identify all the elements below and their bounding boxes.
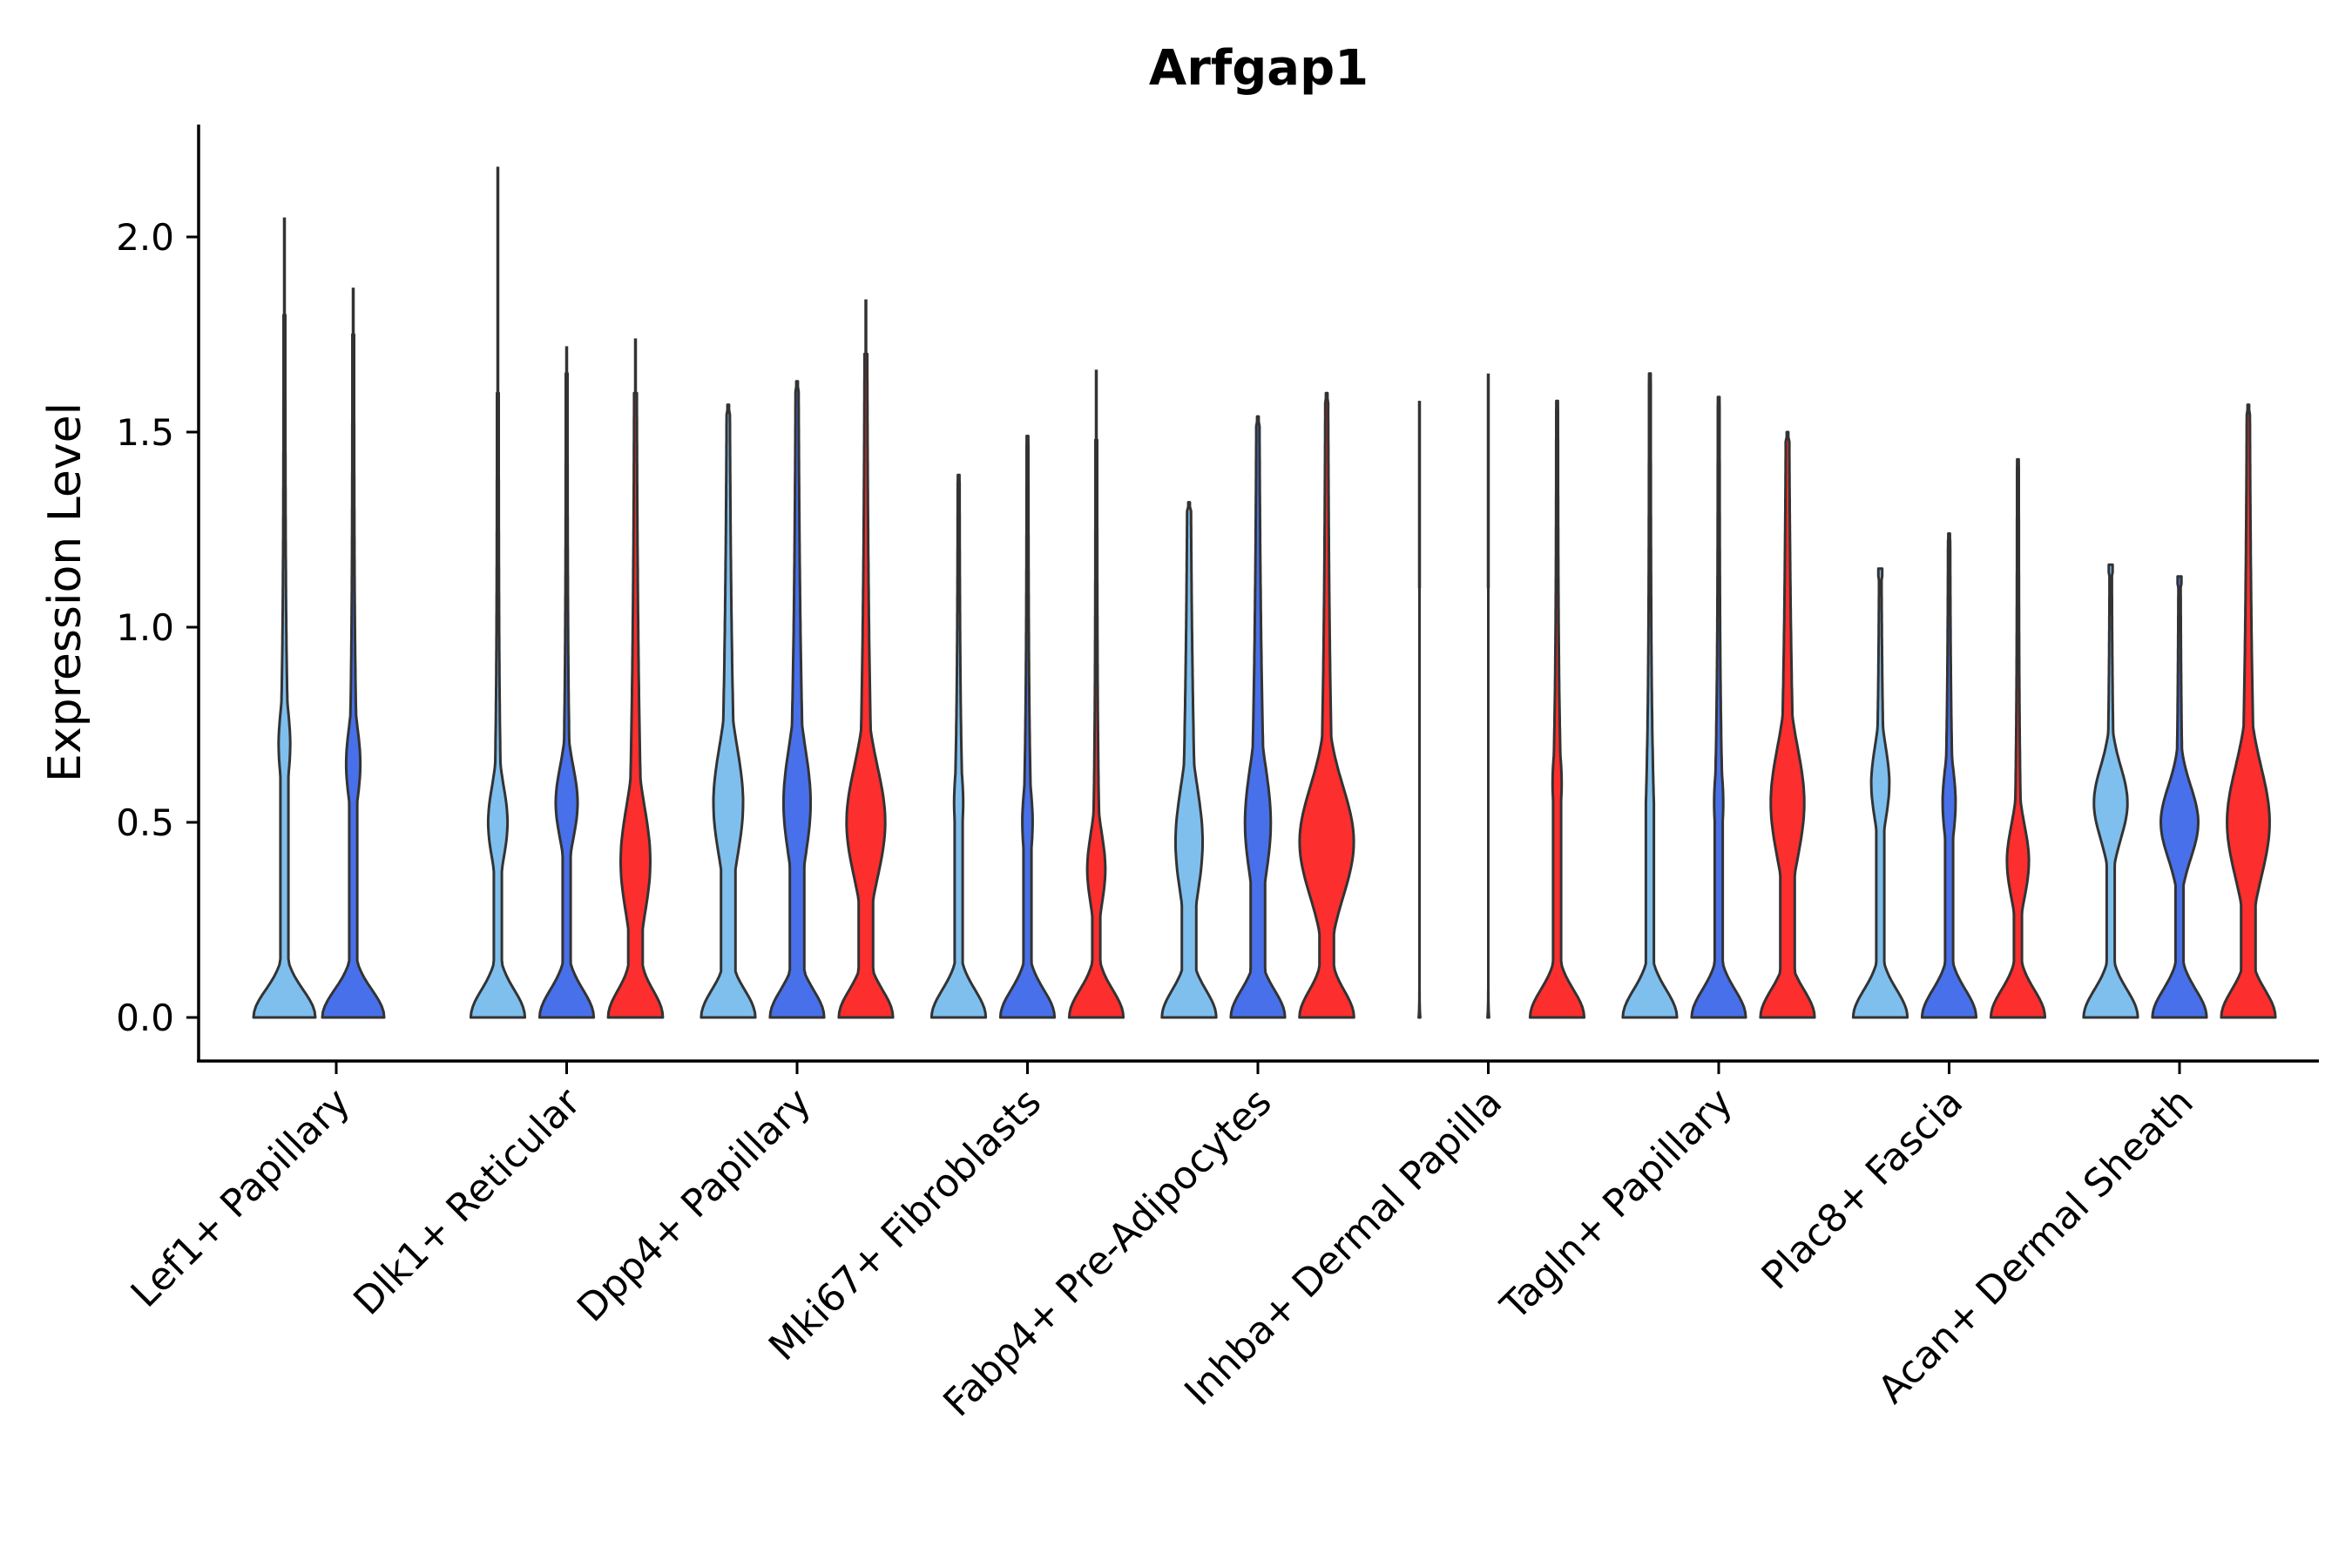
violin-shape <box>2151 575 2208 1019</box>
violin-shape <box>2082 563 2139 1019</box>
violin-shape <box>700 403 757 1019</box>
violin-shape <box>768 380 826 1019</box>
violin-shape <box>2220 403 2277 1019</box>
x-tick-label: Tagln+ Papillary <box>1492 1080 1741 1329</box>
violin-shape <box>321 333 386 1019</box>
violin-shape <box>1298 391 1355 1019</box>
violin-shape <box>1528 399 1586 1019</box>
violin-shape <box>1229 415 1287 1019</box>
violin-shape <box>1486 586 1490 1019</box>
violin-shape <box>1621 372 1679 1019</box>
y-tick-label: 1.5 <box>116 411 174 454</box>
violin-shape <box>606 391 665 1019</box>
violin-shape <box>1160 501 1218 1019</box>
y-axis-label: Expression Level <box>39 402 91 782</box>
x-tick-label: Plac8+ Fascia <box>1754 1080 1972 1299</box>
violin-shape <box>1417 586 1422 1019</box>
y-tick-label: 1.0 <box>116 606 174 649</box>
x-tick-label: Lef1+ Papillary <box>123 1080 359 1316</box>
y-tick-label: 0.0 <box>116 997 174 1039</box>
violin-shape <box>469 391 527 1019</box>
violin-shape <box>837 352 895 1019</box>
violin-shape <box>1851 567 1909 1019</box>
x-tick-label: Dlk1+ Reticular <box>345 1079 590 1324</box>
violin-shape <box>1989 457 2047 1019</box>
violin-shape <box>1067 438 1125 1019</box>
x-tick-label: Dpp4+ Papillary <box>569 1080 820 1331</box>
violin-shape <box>1920 532 1978 1019</box>
violin-shape <box>1759 430 1816 1019</box>
violin-shape <box>252 314 317 1019</box>
violin-shape <box>1690 395 1747 1019</box>
violin-shape <box>537 372 596 1019</box>
y-tick-label: 2.0 <box>116 216 174 259</box>
y-tick-label: 0.5 <box>116 801 174 844</box>
chart-title: Arfgap1 <box>1149 40 1369 97</box>
violin-shape <box>998 435 1057 1019</box>
violin-layer <box>252 166 2277 1019</box>
violin-shape <box>929 473 988 1019</box>
y-axis-ticks: 0.0 0.5 1.0 1.5 2.0 <box>116 216 199 1039</box>
